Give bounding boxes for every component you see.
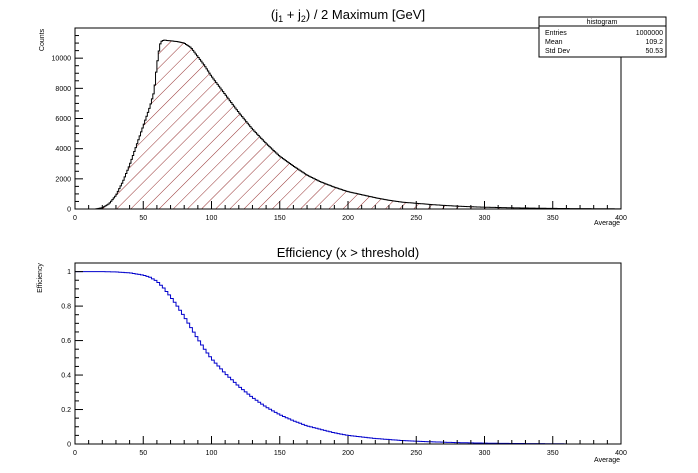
bottom-x-tick-label: 100 bbox=[206, 450, 218, 457]
bottom-x-tick-label: 150 bbox=[274, 450, 286, 457]
stats-mean-label: Mean bbox=[545, 39, 563, 46]
bottom-chart-title: Efficiency (x > threshold) bbox=[277, 245, 419, 260]
top-chart-title: (j1 + j2) / 2 Maximum [GeV] bbox=[271, 7, 425, 24]
efficiency-series bbox=[75, 271, 567, 445]
top-histogram-series bbox=[75, 39, 622, 210]
top-x-axis-label: Average bbox=[594, 220, 620, 227]
bottom-y-tick-label: 0 bbox=[67, 442, 71, 449]
top-y-axis-label: Counts bbox=[39, 28, 46, 51]
top-x-tick-label: 250 bbox=[410, 215, 422, 222]
bottom-y-tick-label: 0.2 bbox=[61, 407, 71, 414]
bottom-y-axis-label: Efficiency bbox=[37, 263, 44, 293]
bottom-x-tick-label: 50 bbox=[139, 450, 147, 457]
stats-stddev-value: 50.53 bbox=[645, 48, 663, 55]
top-y-tick-label: 2000 bbox=[55, 176, 71, 183]
top-y-tick-label: 0 bbox=[67, 207, 71, 214]
stats-entries-value: 1000000 bbox=[636, 30, 663, 37]
top-y-tick-label: 6000 bbox=[55, 116, 71, 123]
top-y-tick-label: 4000 bbox=[55, 146, 71, 153]
top-x-tick-label: 0 bbox=[73, 215, 77, 222]
bottom-x-tick-label: 250 bbox=[410, 450, 422, 457]
top-chart: (j1 + j2) / 2 Maximum [GeV] 0 50 100 150 200… bbox=[39, 7, 667, 227]
bottom-x-tick-label: 200 bbox=[342, 450, 354, 457]
bottom-chart: Efficiency (x > threshold) 0 50 100 150 200 2… bbox=[37, 245, 627, 464]
top-x-tick-label: 150 bbox=[274, 215, 286, 222]
bottom-y-tick-label: 0.6 bbox=[61, 338, 71, 345]
top-y-tick-label: 8000 bbox=[55, 86, 71, 93]
bottom-y-tick-label: 0.8 bbox=[61, 304, 71, 311]
bottom-plot-frame bbox=[74, 262, 622, 445]
top-x-tick-label: 300 bbox=[479, 215, 491, 222]
stats-entries-label: Entries bbox=[545, 30, 567, 37]
bottom-x-tick-label: 0 bbox=[73, 450, 77, 457]
top-x-tick-label: 100 bbox=[206, 215, 218, 222]
top-histogram-outline bbox=[75, 39, 622, 210]
top-histogram-fill bbox=[75, 40, 621, 209]
stats-mean-value: 109.2 bbox=[645, 39, 663, 46]
top-axes: 0 50 100 150 200 250 300 350 4000200040006000800… bbox=[52, 27, 627, 222]
top-x-tick-label: 200 bbox=[342, 215, 354, 222]
efficiency-curve bbox=[75, 271, 567, 445]
top-x-tick-label: 350 bbox=[547, 215, 559, 222]
stats-stddev-label: Std Dev bbox=[545, 48, 570, 55]
bottom-x-tick-label: 300 bbox=[479, 450, 491, 457]
bottom-x-tick-label: 350 bbox=[547, 450, 559, 457]
stats-box-title: histogram bbox=[587, 19, 618, 26]
top-x-tick-label: 50 bbox=[139, 215, 147, 222]
bottom-y-tick-label: 1 bbox=[67, 269, 71, 276]
top-y-tick-label: 10000 bbox=[52, 56, 72, 63]
bottom-x-axis-label: Average bbox=[594, 457, 620, 464]
bottom-axes: 0 50 100 150 200 250 300 350 400 0 0.2 0.4 0.6 0.8 1 bbox=[61, 262, 627, 457]
bottom-y-tick-label: 0.4 bbox=[61, 373, 71, 380]
stats-box: histogram Entries 1000000 Mean 109.2 Std… bbox=[538, 16, 667, 58]
top-x-tick-label: 400 bbox=[615, 215, 627, 222]
bottom-x-tick-label: 400 bbox=[615, 450, 627, 457]
stats-box-frame bbox=[538, 16, 667, 58]
